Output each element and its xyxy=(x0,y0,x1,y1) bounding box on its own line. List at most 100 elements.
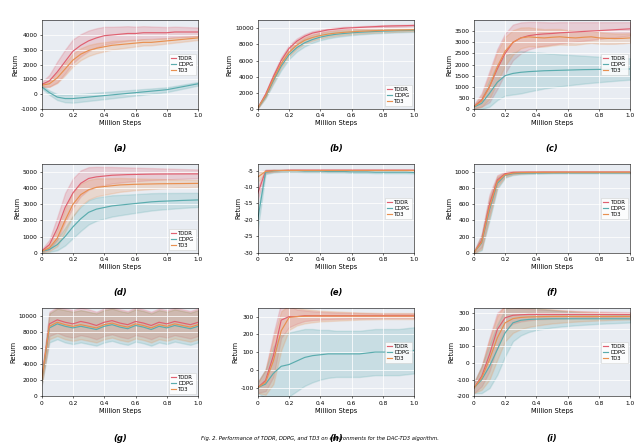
TDDR xyxy=(156,319,163,325)
TD3 xyxy=(572,314,579,319)
TD3 xyxy=(478,375,486,381)
TDDR xyxy=(403,23,410,28)
TD3 xyxy=(293,43,301,48)
TDDR xyxy=(517,169,525,175)
TD3 xyxy=(38,249,45,254)
TDDR xyxy=(387,23,395,29)
DDPG xyxy=(348,30,355,35)
TDDR xyxy=(395,313,403,319)
TD3 xyxy=(45,323,53,329)
DDPG xyxy=(116,202,124,208)
TD3 xyxy=(69,202,77,207)
X-axis label: Million Steps: Million Steps xyxy=(531,264,573,270)
DDPG xyxy=(53,321,61,327)
DDPG xyxy=(525,69,532,74)
TD3 xyxy=(525,314,532,319)
TD3 xyxy=(116,182,124,188)
TD3 xyxy=(595,314,603,319)
DDPG xyxy=(603,67,611,72)
TDDR xyxy=(147,172,155,177)
TDDR xyxy=(186,171,194,177)
TDDR xyxy=(285,168,293,173)
TD3 xyxy=(69,57,77,63)
TDDR xyxy=(84,176,92,181)
TD3 xyxy=(348,168,355,173)
TDDR xyxy=(108,172,116,178)
TDDR xyxy=(317,168,324,173)
DDPG xyxy=(387,349,395,355)
Line: DDPG: DDPG xyxy=(42,200,198,251)
TD3 xyxy=(379,314,387,319)
DDPG xyxy=(619,316,627,322)
TDDR xyxy=(163,321,171,327)
TDDR xyxy=(140,172,147,177)
DDPG xyxy=(509,171,516,177)
TD3 xyxy=(470,250,477,255)
DDPG xyxy=(403,349,410,354)
DDPG xyxy=(556,68,564,73)
TDDR xyxy=(293,39,301,44)
DDPG xyxy=(348,169,355,175)
DDPG xyxy=(332,169,340,174)
TD3 xyxy=(348,29,355,34)
TD3 xyxy=(627,35,634,41)
DDPG xyxy=(84,210,92,215)
TD3 xyxy=(301,168,308,173)
TDDR xyxy=(308,313,316,319)
DDPG xyxy=(254,385,262,390)
DDPG xyxy=(147,199,155,205)
TD3 xyxy=(262,169,269,174)
DDPG xyxy=(140,89,147,95)
TDDR xyxy=(572,169,579,175)
TD3 xyxy=(470,385,477,391)
DDPG xyxy=(548,68,556,73)
TD3 xyxy=(340,168,348,173)
DDPG xyxy=(332,351,340,357)
Text: (g): (g) xyxy=(113,434,127,443)
DDPG xyxy=(572,316,579,322)
TD3 xyxy=(45,81,53,86)
TD3 xyxy=(588,34,595,39)
TDDR xyxy=(540,31,548,37)
DDPG xyxy=(293,45,301,50)
DDPG xyxy=(324,33,332,38)
TDDR xyxy=(501,171,509,177)
TDDR xyxy=(285,46,293,51)
TDDR xyxy=(156,30,163,35)
TD3 xyxy=(493,64,501,69)
TD3 xyxy=(308,168,316,173)
TDDR xyxy=(572,312,579,317)
TDDR xyxy=(147,30,155,35)
TD3 xyxy=(269,168,277,173)
TDDR xyxy=(627,26,634,31)
TDDR xyxy=(588,169,595,175)
TDDR xyxy=(124,31,132,36)
TDDR xyxy=(379,168,387,173)
TDDR xyxy=(179,29,186,34)
TDDR xyxy=(556,30,564,35)
TDDR xyxy=(540,312,548,317)
TDDR xyxy=(556,169,564,175)
Y-axis label: Return: Return xyxy=(227,53,233,76)
DDPG xyxy=(387,169,395,175)
Legend: TDDR, DDPG, TD3: TDDR, DDPG, TD3 xyxy=(385,85,412,106)
DDPG xyxy=(588,316,595,322)
DDPG xyxy=(501,73,509,78)
TDDR xyxy=(410,23,418,28)
DDPG xyxy=(356,351,364,357)
Text: (c): (c) xyxy=(546,144,559,153)
DDPG xyxy=(532,69,540,74)
TDDR xyxy=(548,312,556,317)
DDPG xyxy=(186,82,194,88)
DDPG xyxy=(564,67,572,73)
TDDR xyxy=(556,312,564,317)
DDPG xyxy=(171,198,179,203)
TD3 xyxy=(403,27,410,33)
TDDR xyxy=(501,315,509,320)
DDPG xyxy=(595,67,603,72)
TD3 xyxy=(108,43,116,48)
DDPG xyxy=(611,66,619,72)
TDDR xyxy=(525,312,532,317)
DDPG xyxy=(293,168,301,173)
TD3 xyxy=(509,170,516,176)
